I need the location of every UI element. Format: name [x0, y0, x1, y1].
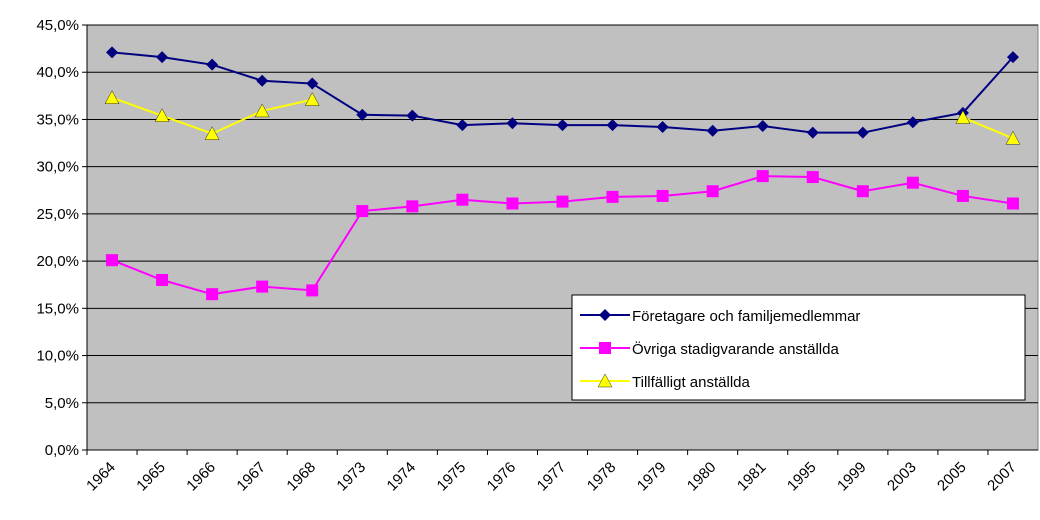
data-point	[756, 120, 769, 133]
data-point	[1006, 197, 1019, 210]
data-point	[256, 74, 269, 87]
y-tick-label: 20,0%	[36, 253, 79, 270]
y-tick-label: 45,0%	[36, 17, 79, 34]
legend-label: Företagare och familjemedlemmar	[632, 308, 860, 325]
y-tick-label: 30,0%	[36, 159, 79, 176]
data-point	[1006, 51, 1019, 64]
legend-label: Tillfälligt anställda	[632, 374, 750, 391]
x-tick-label: 1978	[584, 459, 620, 495]
data-point	[955, 110, 971, 124]
data-point	[756, 170, 769, 183]
legend-marker	[599, 309, 611, 321]
x-tick-label: 1975	[434, 459, 470, 495]
x-tick-label: 1966	[183, 459, 219, 495]
legend-marker	[597, 373, 613, 388]
x-tick-label: 1967	[233, 459, 269, 495]
data-point	[706, 124, 719, 137]
data-point	[606, 119, 619, 132]
data-point	[606, 190, 619, 203]
data-point	[306, 284, 319, 297]
data-point	[156, 274, 169, 286]
y-tick-label: 10,0%	[36, 348, 79, 365]
data-point	[306, 77, 319, 90]
data-point	[206, 288, 219, 301]
data-point	[256, 280, 269, 293]
data-point	[104, 90, 120, 104]
data-point	[356, 205, 369, 218]
data-point	[154, 108, 170, 122]
y-tick-label: 35,0%	[36, 111, 79, 128]
data-point	[856, 185, 869, 198]
data-point	[956, 189, 969, 202]
x-tick-label: 2003	[884, 459, 920, 495]
data-point	[506, 197, 519, 210]
x-tick-label: 1973	[333, 459, 369, 495]
data-point	[156, 51, 169, 64]
y-tick-label: 5,0%	[45, 395, 79, 412]
y-tick-label: 0,0%	[45, 442, 79, 459]
data-point	[806, 126, 819, 139]
x-tick-label: 2007	[984, 459, 1020, 495]
data-point	[456, 119, 469, 132]
data-point	[706, 185, 719, 198]
x-tick-label: 1968	[283, 459, 319, 495]
data-point	[906, 176, 919, 189]
data-point	[304, 92, 320, 106]
x-tick-label: 1974	[384, 459, 420, 495]
data-point	[656, 189, 669, 202]
x-tick-label: 2005	[934, 459, 970, 495]
data-point	[1005, 130, 1021, 145]
x-tick-label: 1977	[534, 459, 570, 495]
y-tick-label: 25,0%	[36, 206, 79, 223]
y-tick-label: 40,0%	[36, 64, 79, 81]
data-point	[856, 126, 869, 139]
x-tick-label: 1965	[133, 459, 169, 495]
data-point	[656, 121, 669, 133]
data-point	[506, 117, 519, 130]
x-tick-label: 1964	[83, 459, 119, 495]
data-point	[106, 254, 119, 267]
y-tick-label: 15,0%	[36, 300, 79, 317]
legend-marker	[599, 342, 611, 354]
data-point	[406, 109, 419, 122]
data-point	[806, 171, 819, 184]
data-point	[556, 195, 569, 208]
x-tick-label: 1980	[684, 459, 720, 495]
data-point	[204, 126, 220, 140]
legend-label: Övriga stadigvarande anställda	[632, 340, 839, 358]
data-point	[406, 200, 419, 213]
series-line	[962, 116, 1014, 140]
data-point	[456, 193, 469, 206]
x-tick-label: 1981	[734, 459, 770, 495]
legend-box	[571, 294, 1026, 401]
data-point	[106, 46, 119, 59]
data-point	[906, 116, 919, 129]
data-point	[556, 119, 569, 132]
x-tick-label: 1995	[784, 459, 820, 495]
data-point	[206, 58, 219, 71]
x-tick-label: 1999	[834, 459, 870, 495]
data-point	[356, 108, 369, 121]
data-point	[254, 103, 270, 118]
x-tick-label: 1979	[634, 459, 670, 495]
x-tick-label: 1976	[484, 459, 520, 495]
